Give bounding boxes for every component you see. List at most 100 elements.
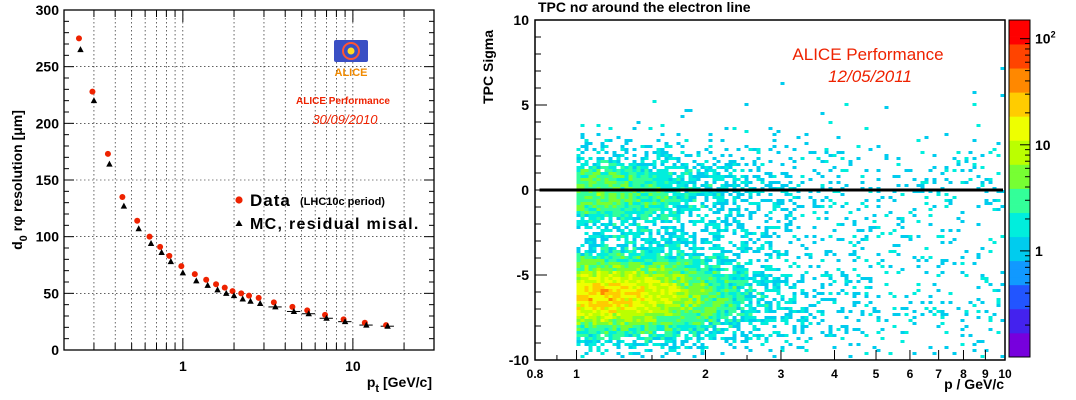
heat-cell [592, 214, 597, 217]
heat-cell [736, 271, 741, 274]
heat-cell [728, 211, 733, 214]
heat-cell [732, 283, 737, 286]
heat-cell [636, 184, 641, 187]
heat-cell [700, 346, 705, 349]
heat-cell [652, 151, 657, 154]
heat-cell [672, 259, 677, 262]
heat-cell [596, 172, 601, 175]
heat-cell [688, 286, 693, 289]
heat-cell [656, 217, 661, 220]
heat-cell [892, 325, 897, 328]
heat-cell [608, 172, 613, 175]
heat-cell [600, 208, 605, 211]
heat-cell [728, 292, 733, 295]
heat-cell [864, 334, 869, 337]
heat-cell [920, 151, 925, 154]
heat-cell [628, 241, 633, 244]
heat-cell [648, 319, 653, 322]
heat-cell [676, 322, 681, 325]
heat-cell [992, 208, 997, 211]
heat-cell [728, 277, 733, 280]
heat-cell [668, 268, 673, 271]
heat-cell [664, 169, 669, 172]
heat-cell [576, 325, 581, 328]
heat-cell [924, 247, 929, 250]
heat-cell [696, 256, 701, 259]
heat-cell [684, 319, 689, 322]
heat-cell [760, 244, 765, 247]
heat-cell [616, 172, 621, 175]
mc-point [77, 46, 84, 53]
heat-cell [624, 331, 629, 334]
heat-cell [636, 226, 641, 229]
heat-cell [768, 310, 773, 313]
heat-cell [608, 295, 613, 298]
heat-cell [732, 229, 737, 232]
heat-cell [632, 286, 637, 289]
heat-cell [656, 286, 661, 289]
heat-cell [796, 184, 801, 187]
heat-cell [760, 322, 765, 325]
heat-cell [632, 295, 637, 298]
heat-cell [812, 295, 817, 298]
heat-cell [716, 175, 721, 178]
heat-cell [656, 250, 661, 253]
heat-cell [648, 163, 653, 166]
heat-cell [696, 307, 701, 310]
heat-cell [640, 271, 645, 274]
heat-cell [692, 331, 697, 334]
heat-cell [632, 196, 637, 199]
colorbar-segment [1009, 44, 1030, 53]
heat-cell [812, 169, 817, 172]
heat-cell [592, 181, 597, 184]
heat-cell [788, 223, 793, 226]
heat-cell [716, 274, 721, 277]
heat-cell [716, 202, 721, 205]
heat-cell [688, 199, 693, 202]
heat-cell [628, 334, 633, 337]
heat-cell [804, 340, 809, 343]
heat-cell [596, 205, 601, 208]
heat-cell [680, 172, 685, 175]
heat-cell [624, 325, 629, 328]
mc-point [384, 322, 391, 329]
heat-cell [704, 205, 709, 208]
heat-cell [964, 181, 969, 184]
heat-cell [640, 175, 645, 178]
heat-cell [624, 181, 629, 184]
heat-cell [708, 169, 713, 172]
heat-cell [660, 235, 665, 238]
heat-cell [596, 208, 601, 211]
heat-cell [664, 343, 669, 346]
heat-cell [672, 316, 677, 319]
heat-cell [820, 274, 825, 277]
heat-cell [584, 163, 589, 166]
heat-cell [608, 259, 613, 262]
colorbar-segment [1009, 172, 1030, 181]
heat-cell [624, 307, 629, 310]
heat-cell [636, 274, 641, 277]
heat-cell [636, 289, 641, 292]
heat-cell [848, 310, 853, 313]
heat-cell [652, 331, 657, 334]
heat-cell [720, 259, 725, 262]
heat-cell [648, 184, 653, 187]
heat-cell [584, 181, 589, 184]
heat-cell [732, 334, 737, 337]
heat-cell [764, 337, 769, 340]
heat-cell [652, 274, 657, 277]
heat-cell [700, 259, 705, 262]
heat-cell [596, 196, 601, 199]
heat-cell [624, 148, 629, 151]
heat-cell [720, 253, 725, 256]
heat-cell [604, 340, 609, 343]
heat-cell [592, 343, 597, 346]
heat-cell [924, 181, 929, 184]
heat-cell [816, 310, 821, 313]
heat-cell [856, 208, 861, 211]
heat-cell [620, 154, 625, 157]
heat-cell [624, 322, 629, 325]
heat-cell [680, 298, 685, 301]
heat-cell [676, 268, 681, 271]
heat-cell [656, 316, 661, 319]
